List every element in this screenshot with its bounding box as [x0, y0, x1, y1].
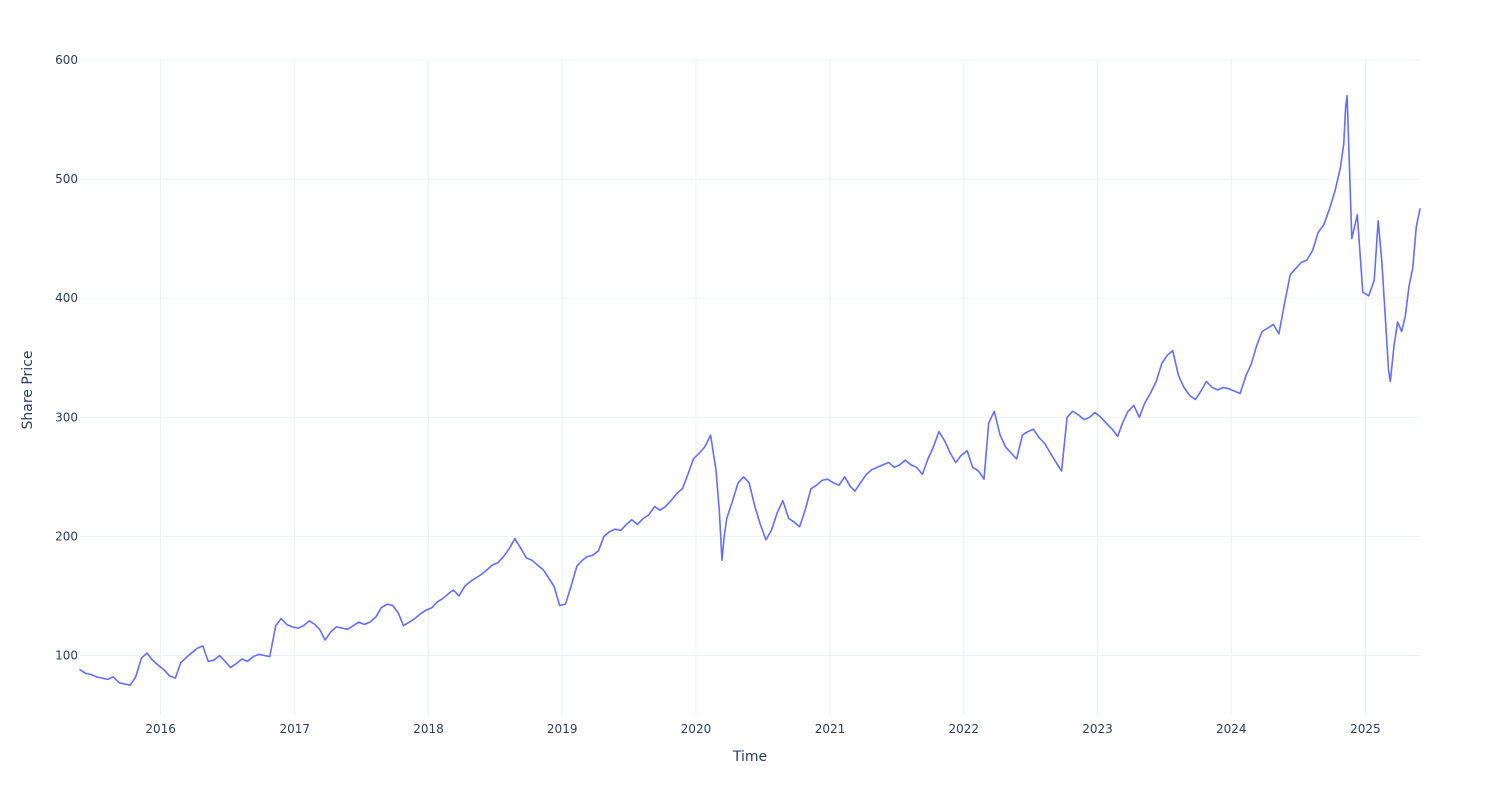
y-tick-label: 500 — [55, 172, 78, 186]
x-tick-label: 2023 — [1082, 722, 1113, 736]
series-line-0 — [79, 94, 1421, 686]
x-tick-label: 2017 — [279, 722, 310, 736]
x-tick-label: 2021 — [815, 722, 846, 736]
x-gridlines — [160, 60, 1366, 715]
y-tick-label: 600 — [55, 53, 78, 67]
y-axis-title: Share Price — [20, 350, 36, 429]
x-tick-label: 2016 — [145, 722, 176, 736]
y-tick-label: 200 — [55, 529, 78, 543]
x-tick-label: 2020 — [681, 722, 712, 736]
series-layer — [79, 94, 1421, 686]
x-tick-label: 2019 — [547, 722, 578, 736]
x-tick-label: 2025 — [1350, 722, 1381, 736]
x-tick-label: 2022 — [949, 722, 980, 736]
x-axis-title: Time — [732, 749, 767, 765]
x-tick-labels: 2016 2017 2018 2019 2020 2021 2022 2023 2024 2025 — [145, 722, 1380, 736]
x-tick-label: 2024 — [1216, 722, 1247, 736]
x-tick-label: 2018 — [413, 722, 444, 736]
y-gridlines — [80, 59, 1420, 656]
y-tick-label: 300 — [55, 410, 78, 424]
y-tick-label: 100 — [55, 648, 78, 662]
y-tick-labels: 100 200 300 400 500 600 — [55, 53, 78, 662]
y-tick-label: 400 — [55, 291, 78, 305]
